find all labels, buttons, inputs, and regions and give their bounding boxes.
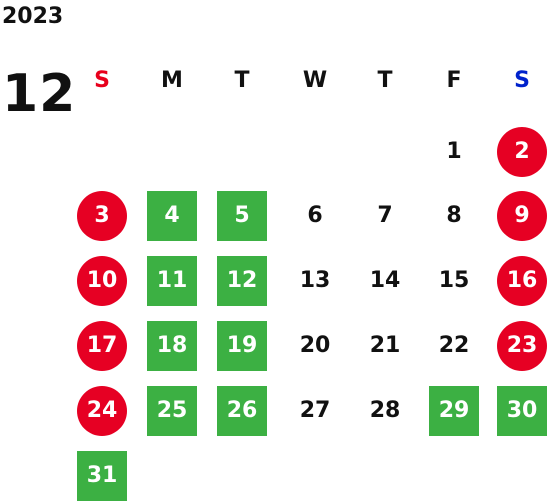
weekday-label-saturday: S xyxy=(514,68,530,93)
day-cell-holiday[interactable]: 2 xyxy=(497,127,547,177)
weekday-label-sunday: S xyxy=(94,68,110,93)
weekday-label-thursday: T xyxy=(377,68,393,93)
day-cell-highlighted[interactable]: 4 xyxy=(147,191,197,241)
weekday-label-wednesday: W xyxy=(302,68,328,93)
day-cell[interactable]: 8 xyxy=(446,203,462,228)
day-cell-highlighted[interactable]: 19 xyxy=(217,321,267,371)
day-cell-holiday[interactable]: 23 xyxy=(497,321,547,371)
calendar-year: 2023 xyxy=(2,4,64,29)
weekday-label-monday: M xyxy=(161,68,183,93)
day-cell[interactable]: 7 xyxy=(377,203,393,228)
day-cell[interactable]: 20 xyxy=(299,333,331,358)
day-cell[interactable]: 27 xyxy=(299,398,331,423)
day-cell[interactable]: 14 xyxy=(369,268,401,293)
weekday-label-friday: F xyxy=(446,68,462,93)
day-cell[interactable]: 22 xyxy=(438,333,470,358)
day-cell-holiday[interactable]: 17 xyxy=(77,321,127,371)
day-cell-highlighted[interactable]: 5 xyxy=(217,191,267,241)
day-cell[interactable]: 13 xyxy=(299,268,331,293)
day-cell[interactable]: 1 xyxy=(446,139,462,164)
day-cell[interactable]: 6 xyxy=(307,203,323,228)
day-cell[interactable]: 21 xyxy=(369,333,401,358)
day-cell-holiday[interactable]: 3 xyxy=(77,191,127,241)
day-cell-highlighted[interactable]: 30 xyxy=(497,386,547,436)
day-cell-holiday[interactable]: 16 xyxy=(497,256,547,306)
day-cell-highlighted[interactable]: 29 xyxy=(429,386,479,436)
day-cell-highlighted[interactable]: 31 xyxy=(77,451,127,501)
day-cell[interactable]: 15 xyxy=(438,268,470,293)
day-cell[interactable]: 28 xyxy=(369,398,401,423)
day-cell-holiday[interactable]: 10 xyxy=(77,256,127,306)
day-cell-holiday[interactable]: 9 xyxy=(497,191,547,241)
day-cell-highlighted[interactable]: 11 xyxy=(147,256,197,306)
day-cell-highlighted[interactable]: 12 xyxy=(217,256,267,306)
calendar-month: 12 xyxy=(2,64,77,124)
day-cell-highlighted[interactable]: 18 xyxy=(147,321,197,371)
day-cell-highlighted[interactable]: 25 xyxy=(147,386,197,436)
day-cell-highlighted[interactable]: 26 xyxy=(217,386,267,436)
day-cell-holiday[interactable]: 24 xyxy=(77,386,127,436)
weekday-label-tuesday: T xyxy=(234,68,250,93)
